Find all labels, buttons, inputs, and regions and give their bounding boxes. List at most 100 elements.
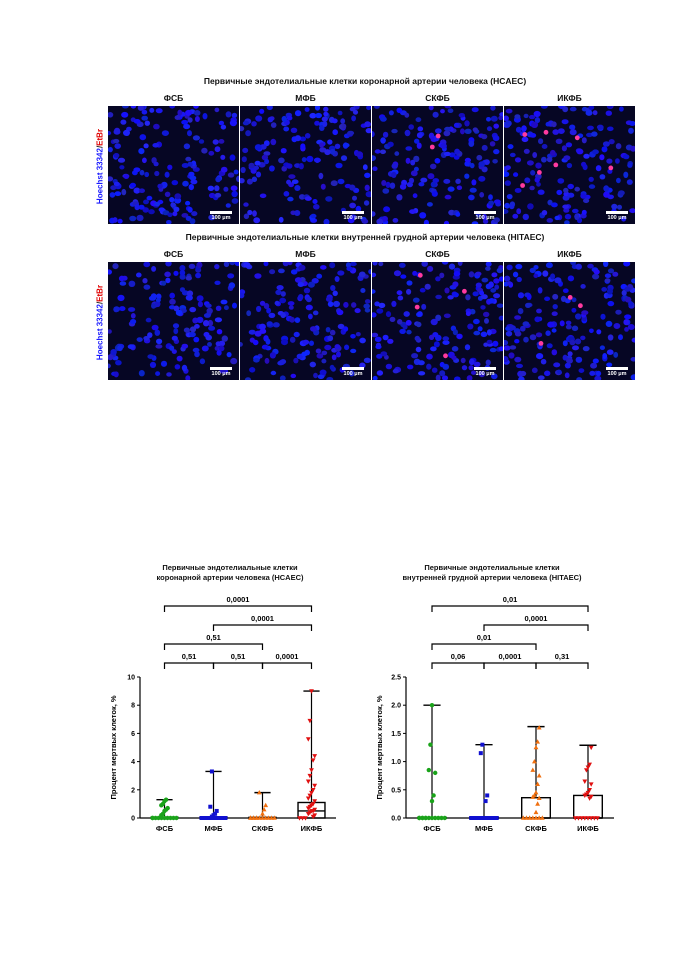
nucleus — [136, 272, 142, 278]
nucleus — [143, 284, 151, 290]
nucleus — [196, 295, 204, 302]
dead-cell-nucleus — [520, 183, 525, 188]
nucleus — [479, 192, 485, 198]
nucleus — [113, 371, 119, 378]
data-point — [205, 816, 210, 820]
scale-bar-line — [342, 211, 364, 214]
data-point — [202, 816, 207, 820]
nucleus — [494, 284, 500, 290]
nucleus — [567, 275, 575, 282]
nucleus — [372, 272, 377, 278]
nucleus — [161, 130, 169, 136]
data-point — [588, 782, 594, 787]
nucleus — [143, 336, 150, 341]
nucleus — [177, 109, 183, 116]
nucleus — [243, 202, 249, 207]
nucleus — [294, 317, 301, 323]
data-point — [163, 797, 169, 802]
nucleus — [536, 353, 544, 360]
nucleus — [282, 262, 289, 267]
nucleus — [218, 345, 225, 352]
scale-bar-line — [474, 211, 496, 214]
nucleus — [540, 358, 547, 365]
nucleus — [478, 161, 485, 168]
nucleus — [416, 132, 423, 139]
nucleus — [181, 364, 188, 372]
nucleus — [301, 351, 308, 357]
dead-cell-nucleus — [417, 272, 423, 278]
significance-bracket — [431, 605, 589, 612]
nucleus — [350, 334, 356, 339]
nucleus — [404, 129, 411, 137]
data-point — [587, 762, 592, 768]
nucleus — [595, 370, 602, 377]
nucleus — [263, 262, 269, 267]
nucleus — [447, 295, 454, 300]
nucleus — [514, 315, 522, 320]
nucleus — [504, 202, 510, 209]
nucleus — [148, 209, 155, 215]
nucleus — [443, 130, 451, 136]
chart1-title: Первичные эндотелиальные клетки коронарн… — [110, 563, 350, 583]
scale-bar-label: 100 μm — [607, 215, 627, 221]
nucleus — [554, 277, 562, 284]
scale-bar-label: 100 μm — [475, 371, 495, 377]
nucleus — [400, 274, 407, 279]
nucleus — [592, 149, 599, 155]
nucleus — [473, 318, 480, 325]
microscopy-figure: Первичные эндотелиальные клетки коронарн… — [94, 70, 636, 382]
nucleus — [572, 345, 579, 351]
nucleus — [114, 143, 121, 149]
nucleus — [443, 313, 451, 319]
nucleus — [556, 189, 563, 196]
nucleus — [406, 329, 412, 335]
nucleus — [623, 262, 631, 267]
nucleus — [615, 309, 622, 315]
nucleus — [270, 370, 277, 376]
nucleus — [473, 330, 481, 336]
nucleus — [498, 315, 503, 321]
data-point — [536, 725, 542, 730]
nucleus — [624, 314, 632, 320]
nucleus — [164, 191, 171, 197]
nucleus — [117, 294, 125, 302]
dead-cell-nucleus — [553, 162, 559, 168]
nucleus — [541, 144, 548, 149]
nucleus — [289, 336, 296, 343]
nucleus — [405, 157, 411, 164]
nucleus — [481, 277, 489, 283]
nucleus — [293, 331, 300, 338]
nucleus — [514, 331, 522, 337]
nucleus — [526, 293, 532, 300]
nucleus — [337, 110, 343, 116]
nucleus — [266, 106, 273, 111]
nucleus — [387, 338, 394, 344]
nucleus — [562, 106, 569, 113]
nucleus — [519, 370, 527, 377]
nucleus — [560, 295, 567, 302]
nucleus — [505, 326, 511, 331]
data-point — [533, 744, 539, 750]
nucleus — [596, 329, 602, 335]
nucleus — [214, 192, 222, 198]
significance-bracket — [163, 605, 313, 612]
nucleus — [545, 262, 553, 269]
data-point — [483, 799, 488, 804]
nucleus — [435, 276, 441, 282]
nucleus — [240, 292, 245, 299]
nucleus — [231, 198, 239, 204]
data-point — [582, 779, 588, 784]
nucleus — [351, 302, 357, 308]
nucleus — [253, 217, 261, 224]
nucleus — [533, 273, 539, 278]
data-point — [433, 770, 438, 776]
nucleus — [440, 143, 447, 149]
scale-bar-label: 100 μm — [475, 215, 495, 221]
nucleus — [529, 114, 536, 120]
data-point — [256, 790, 262, 795]
nucleus — [365, 191, 371, 198]
nucleus — [138, 204, 145, 210]
nucleus — [485, 266, 491, 271]
nucleus — [423, 219, 429, 224]
nucleus — [269, 165, 275, 172]
